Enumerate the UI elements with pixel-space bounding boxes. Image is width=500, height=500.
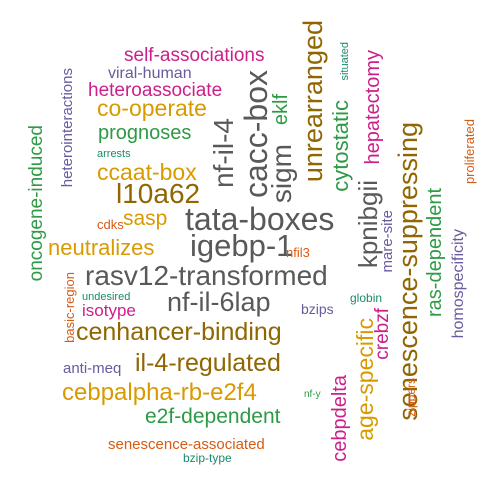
word-co-operate: co-operate: [97, 95, 207, 121]
word-unrearranged: unrearranged: [298, 20, 328, 183]
word-ccaat-box: ccaat-box: [97, 159, 197, 185]
word-anti-meq: anti-meq: [63, 360, 122, 377]
word-nf-y: nf-y: [304, 389, 321, 400]
word-rasv12-transformed: rasv12-transformed: [85, 260, 328, 291]
word-sasp: sasp: [123, 207, 168, 230]
word-nf-il-6lap: nf-il-6lap: [167, 287, 271, 317]
word-proliferated: proliferated: [462, 119, 477, 185]
word-bzip-type: bzip-type: [183, 451, 232, 465]
word-igebp-1: igebp-1: [190, 228, 294, 263]
word-senescence-suppressing: senescence-suppressing: [393, 122, 423, 421]
word-situated: situated: [339, 42, 351, 81]
word-globin: globin: [350, 291, 383, 305]
word-sigm: sigm: [266, 144, 297, 204]
word-cebpdelta: cebpdelta: [329, 375, 351, 462]
word-homospecificity: homospecificity: [450, 229, 467, 339]
word-age-specific: age-specific: [352, 318, 378, 441]
word-il-4-regulated: il-4-regulated: [135, 349, 281, 377]
word-heterointeractions: heterointeractions: [59, 68, 76, 188]
word-oncogene-induced: oncogene-induced: [26, 125, 47, 282]
word-isotype: isotype: [82, 301, 136, 320]
word-viral-human: viral-human: [108, 65, 192, 82]
word-l10a62: l10a62: [116, 178, 201, 209]
word-cebpalpha-rb-e2f4: cebpalpha-rb-e2f4: [62, 379, 257, 406]
word-zippers: zippers: [404, 378, 418, 417]
word-nf-il-4: nf-il-4: [208, 118, 239, 189]
word-arrests: arrests: [97, 148, 131, 160]
word-prognoses: prognoses: [98, 122, 192, 144]
word-e2f-dependent: e2f-dependent: [145, 405, 281, 428]
word-basic-region: basic-region: [62, 272, 77, 343]
word-self-associations: self-associations: [124, 45, 265, 66]
word-tata-boxes: tata-boxes: [185, 201, 335, 237]
word-heteroassociate: heteroassociate: [88, 80, 223, 101]
word-cdks: cdks: [97, 217, 124, 232]
word-cenhancer-binding: cenhancer-binding: [76, 318, 282, 346]
word-cytostatic: cytostatic: [328, 100, 353, 192]
word-kpnibgii: kpnibgii: [353, 180, 383, 269]
word-hepatectomy: hepatectomy: [362, 50, 384, 165]
word-ras-dependent: ras-dependent: [424, 188, 446, 317]
word-nfil3: nfil3: [286, 245, 310, 260]
word-senescence-associated: senescence-associated: [108, 436, 265, 453]
word-bzips: bzips: [301, 301, 334, 317]
word-eklf: eklf: [270, 94, 292, 126]
word-undesired: undesired: [82, 291, 131, 303]
word-neutralizes: neutralizes: [48, 235, 155, 260]
